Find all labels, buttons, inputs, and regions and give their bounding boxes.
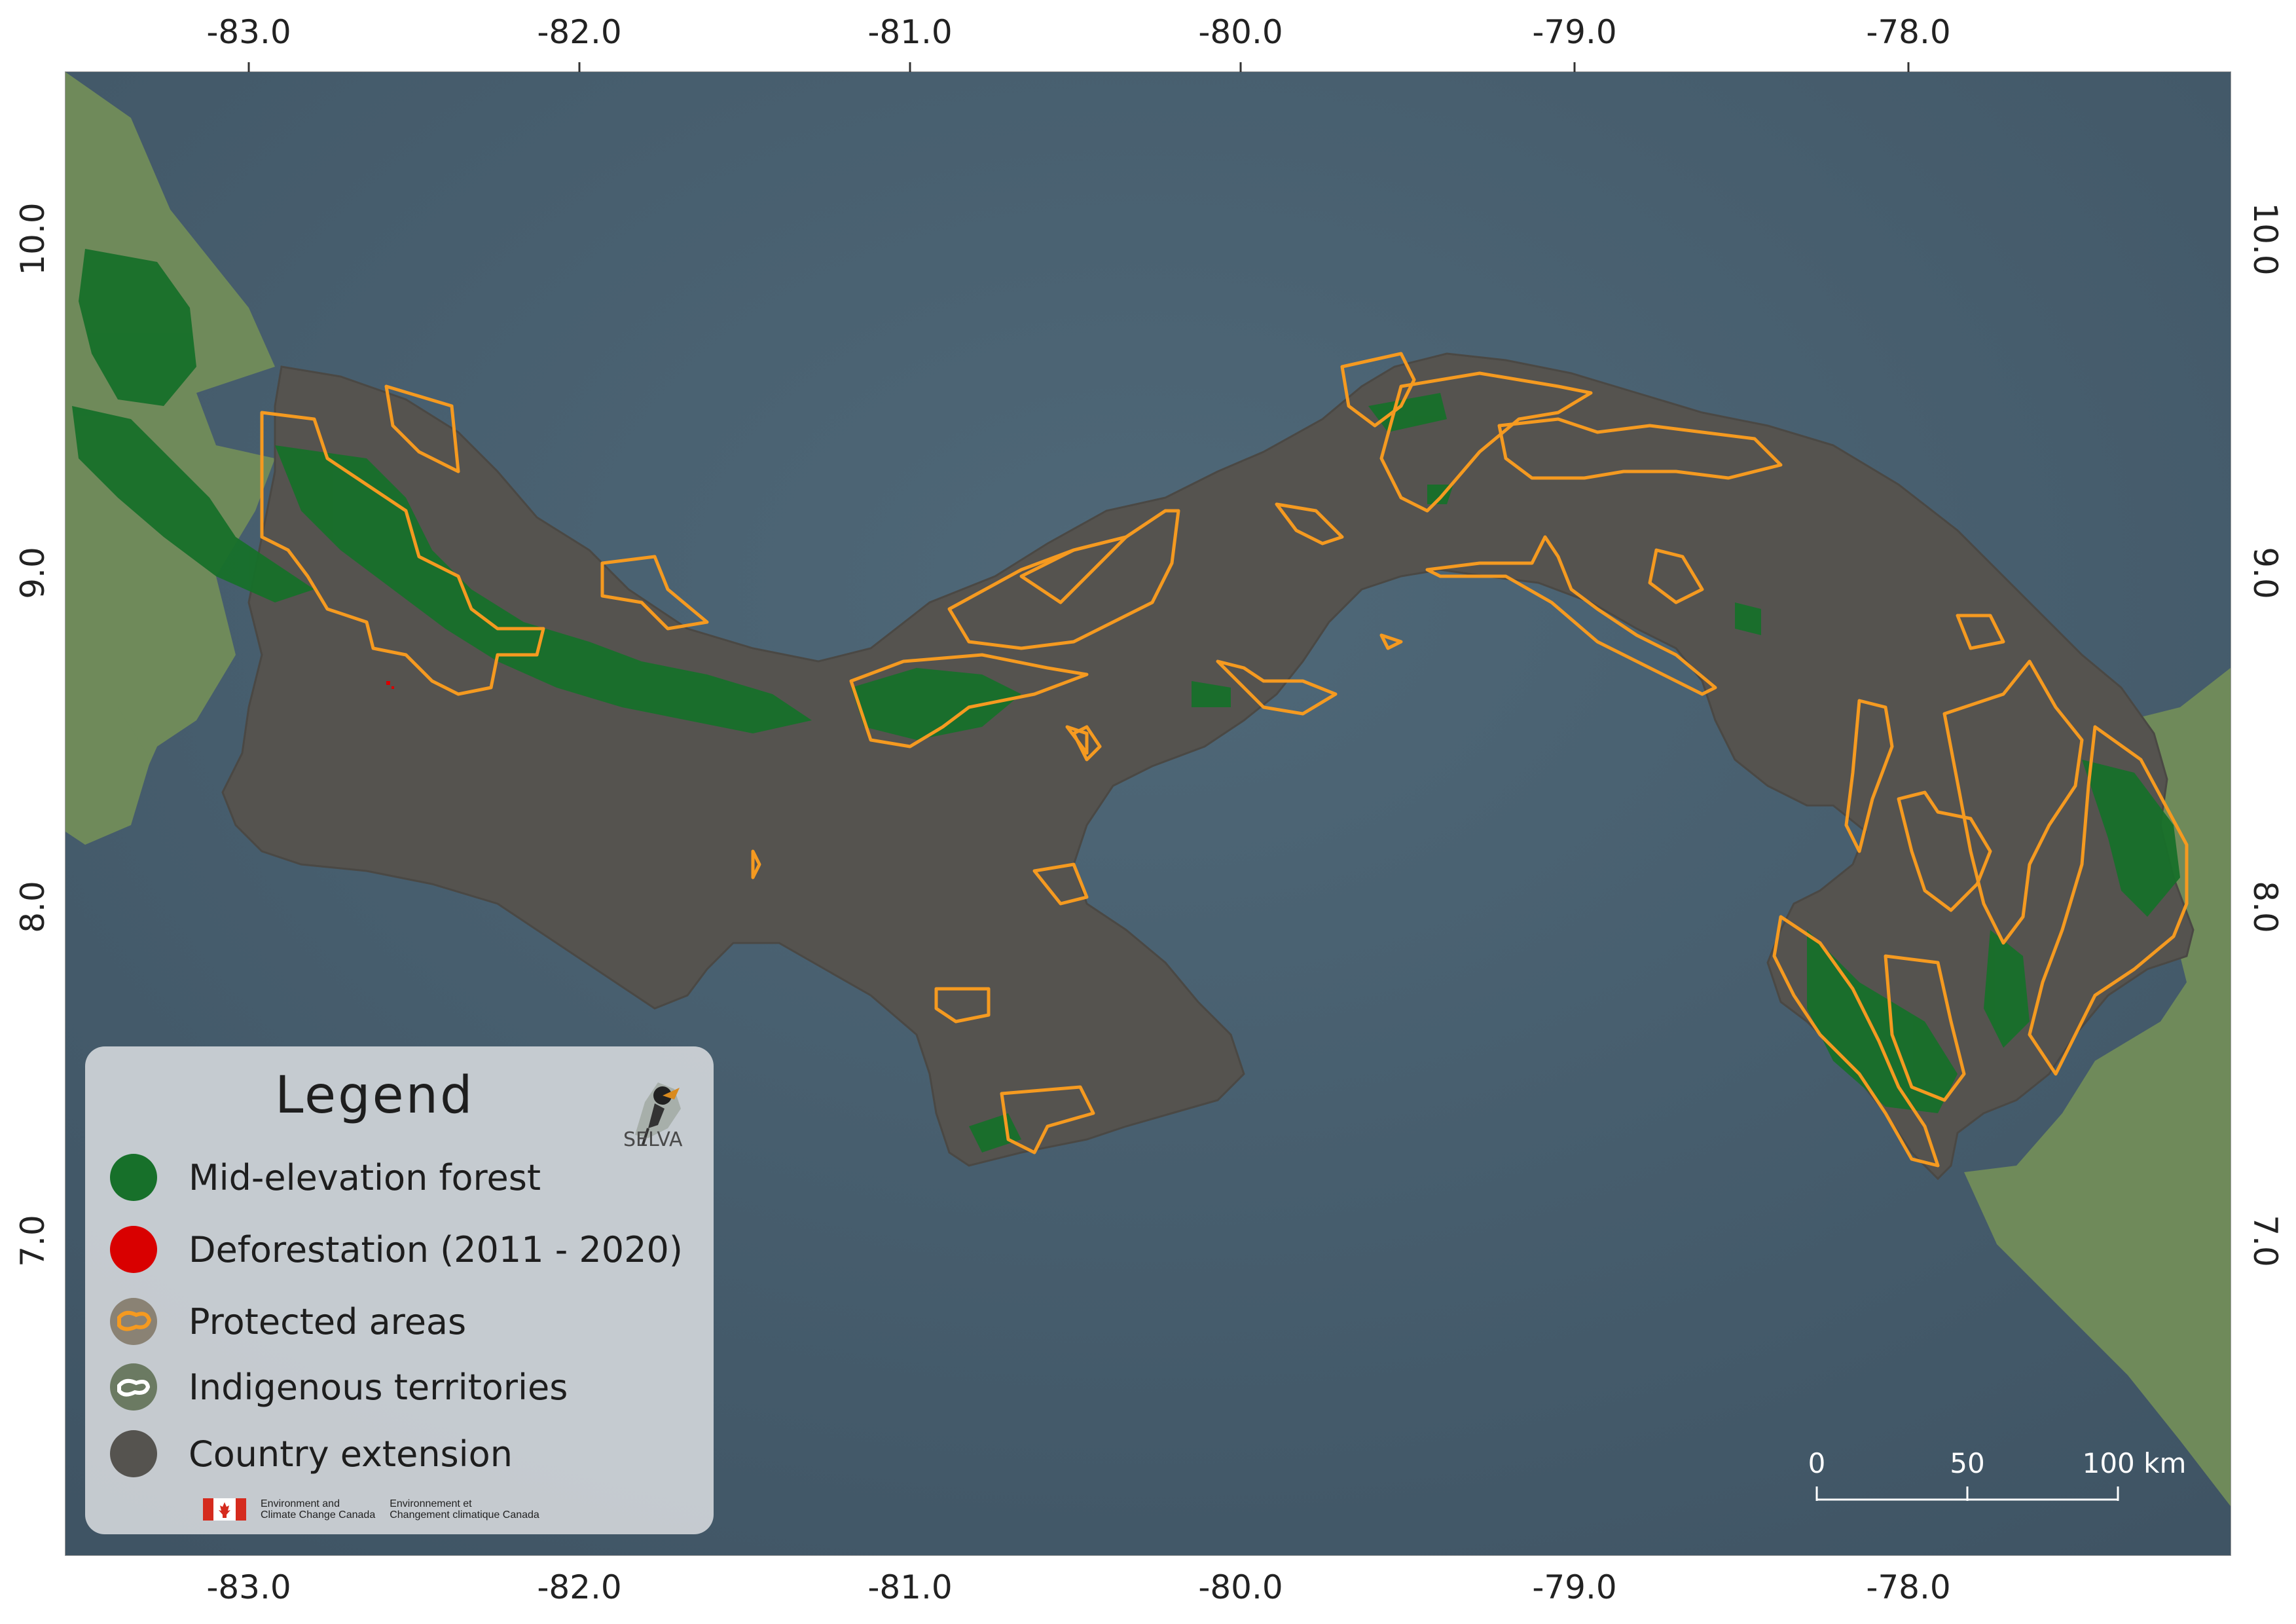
lat-tick-right-2: 9.0 [2246,547,2284,599]
forest-swatch-icon [110,1154,157,1201]
lat-tick-left-3: 8.0 [14,881,52,933]
legend-item-indigenous: Indigenous territories [110,1361,568,1413]
scale-bar-line [1815,1486,2119,1501]
panama-country [221,352,2195,1181]
lon-tick-top-3: -81.0 [867,13,953,51]
country-swatch-icon [110,1430,157,1477]
lon-tick-bottom-6: -78.0 [1866,1568,1951,1606]
lat-tick-right-4: 7.0 [2246,1215,2284,1267]
costa-rica-peninsula [65,694,151,845]
lon-tick-top-5: -79.0 [1532,13,1617,51]
lon-tick-bottom-5: -79.0 [1532,1568,1617,1606]
legend-label-forest: Mid-elevation forest [189,1156,541,1198]
lon-tick-bottom-4: -80.0 [1198,1568,1283,1606]
scale-label-100: 100 km [2082,1447,2187,1479]
legend-label-protected: Protected areas [189,1301,467,1342]
scale-label-0: 0 [1808,1447,1826,1479]
scale-label-50: 50 [1950,1447,1985,1479]
eccc-logo: Environment and Climate Change Canada En… [203,1498,539,1521]
legend-label-country: Country extension [189,1433,513,1475]
legend-item-forest: Mid-elevation forest [110,1151,541,1204]
lon-tick-top-2: -82.0 [537,13,622,51]
lon-tick-bottom-1: -83.0 [206,1568,291,1606]
legend-panel: Legend SELVA Mid-elevation forest Defore… [85,1046,714,1534]
lon-tick-bottom-3: -81.0 [867,1568,953,1606]
legend-item-protected: Protected areas [110,1295,466,1348]
eccc-text-fr: Environnement et Changement climatique C… [390,1498,539,1521]
lon-tick-top-4: -80.0 [1198,13,1283,51]
lat-tick-right-3: 8.0 [2246,881,2284,933]
lon-tick-bottom-2: -82.0 [537,1568,622,1606]
legend-label-deforestation: Deforestation (2011 - 2020) [189,1228,683,1270]
lon-tick-top-6: -78.0 [1866,13,1951,51]
axis-ticks [247,62,1910,72]
lat-tick-right-1: 10.0 [2246,202,2284,276]
legend-item-deforestation: Deforestation (2011 - 2020) [110,1223,683,1276]
lat-tick-left-2: 9.0 [14,547,52,599]
canada-flag-icon [203,1498,246,1521]
protected-areas-swatch-icon [110,1298,157,1345]
deforestation-swatch-icon [110,1226,157,1273]
lon-tick-top-1: -83.0 [206,13,291,51]
lat-tick-left-1: 10.0 [14,202,52,276]
legend-label-indigenous: Indigenous territories [189,1366,568,1408]
protected-areas-layer [260,352,2189,1168]
legend-item-country: Country extension [110,1428,513,1480]
indigenous-territories-swatch-icon [110,1363,157,1411]
selva-logo-icon [635,1082,681,1145]
scale-bar: 0 50 100 km [1807,1447,2186,1519]
legend-title: Legend [275,1066,475,1125]
deforestation-layer [386,681,394,689]
eccc-text-en: Environment and Climate Change Canada [261,1498,376,1521]
selva-logo-text: SELVA [623,1128,683,1151]
lat-tick-left-4: 7.0 [14,1215,52,1267]
